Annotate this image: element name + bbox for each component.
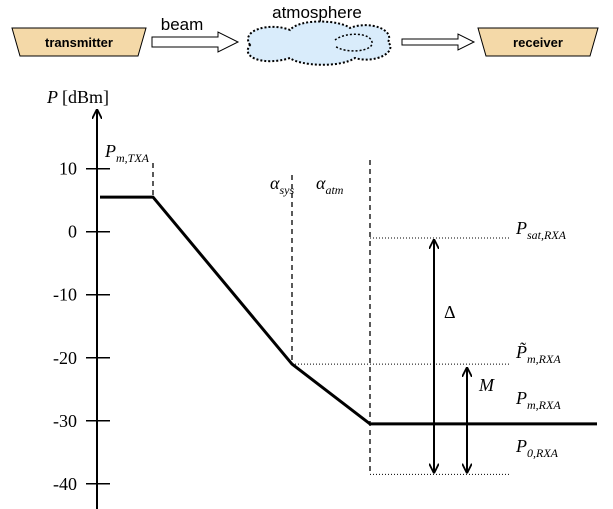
delta-label: Δ: [444, 302, 456, 322]
symbol: P̃: [515, 342, 527, 362]
level-label: Psat,RXA: [515, 218, 567, 242]
subscript: atm: [325, 183, 343, 197]
tick-label: 10: [59, 159, 77, 179]
receiver-box: [477, 27, 599, 57]
tx-level-label: Pm,TXA: [104, 141, 150, 165]
segment-label: αsys: [270, 173, 294, 197]
transmitter-box: [11, 27, 147, 57]
receiver-label: receiver: [513, 35, 563, 50]
subscript: 0,RXA: [527, 446, 559, 460]
tick-label: -20: [53, 348, 77, 368]
axis-symbol: P: [46, 87, 58, 107]
level-label: Pm,RXA: [515, 388, 561, 412]
flow: transmitter beam atmosphere receiver: [11, 3, 599, 66]
subscript: m,TXA: [116, 151, 150, 165]
cloud-detail: [334, 33, 373, 52]
tick-label: 0: [68, 222, 77, 242]
beam-label: beam: [161, 15, 204, 34]
level-label: P̃m,RXA: [515, 342, 561, 366]
tick-label: -10: [53, 285, 77, 305]
cloud: [246, 20, 392, 66]
symbol: P: [515, 388, 527, 408]
tick-label: -40: [53, 474, 77, 494]
subscript: m,RXA: [527, 352, 561, 366]
level-label: P0,RXA: [515, 436, 559, 460]
atmosphere-label: atmosphere: [272, 3, 362, 22]
axis-label: P [dBm]: [46, 87, 109, 107]
symbol: P: [515, 436, 527, 456]
subscript: m,RXA: [527, 398, 561, 412]
beam-arrow: [151, 31, 240, 53]
transmitter-label: transmitter: [45, 35, 113, 50]
margin-label: M: [478, 375, 495, 395]
symbol: P: [515, 218, 527, 238]
segment-label: αatm: [316, 173, 344, 197]
symbol: α: [316, 173, 326, 193]
symbol: P: [104, 141, 116, 161]
tick-label: -30: [53, 411, 77, 431]
subscript: sat,RXA: [527, 228, 567, 242]
axis-unit: [dBm]: [62, 87, 109, 107]
output-arrow: [401, 33, 476, 51]
subscript: sys: [279, 183, 294, 197]
symbol: α: [270, 173, 280, 193]
